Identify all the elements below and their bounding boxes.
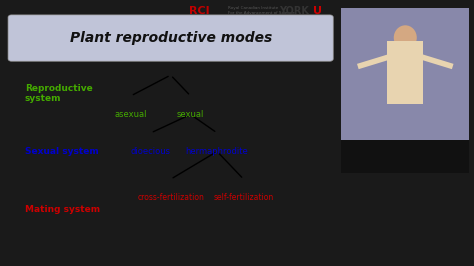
Text: dioecious: dioecious xyxy=(131,147,171,156)
Text: RCI: RCI xyxy=(189,6,210,16)
FancyBboxPatch shape xyxy=(8,15,333,61)
Text: YORK: YORK xyxy=(279,6,309,16)
Text: cross-fertilization: cross-fertilization xyxy=(137,193,204,202)
Ellipse shape xyxy=(394,25,417,50)
Text: Reproductive
system: Reproductive system xyxy=(25,84,92,103)
Text: Mating system: Mating system xyxy=(25,205,100,214)
Bar xyxy=(341,140,469,173)
Bar xyxy=(387,41,423,104)
Bar xyxy=(341,8,469,140)
Text: sexual: sexual xyxy=(177,110,204,119)
Text: U: U xyxy=(313,6,322,16)
Text: Royal Canadian Institute
For the Advancement of Science: Royal Canadian Institute For the Advance… xyxy=(228,6,294,15)
Text: self-fertilization: self-fertilization xyxy=(213,193,274,202)
Text: asexual: asexual xyxy=(115,110,147,119)
Text: Plant reproductive modes: Plant reproductive modes xyxy=(70,31,272,45)
Text: Sexual system: Sexual system xyxy=(25,147,99,156)
Text: hermaphrodite: hermaphrodite xyxy=(186,147,248,156)
